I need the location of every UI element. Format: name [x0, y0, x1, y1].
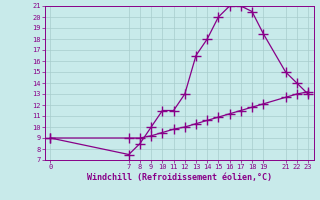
X-axis label: Windchill (Refroidissement éolien,°C): Windchill (Refroidissement éolien,°C)	[87, 173, 272, 182]
